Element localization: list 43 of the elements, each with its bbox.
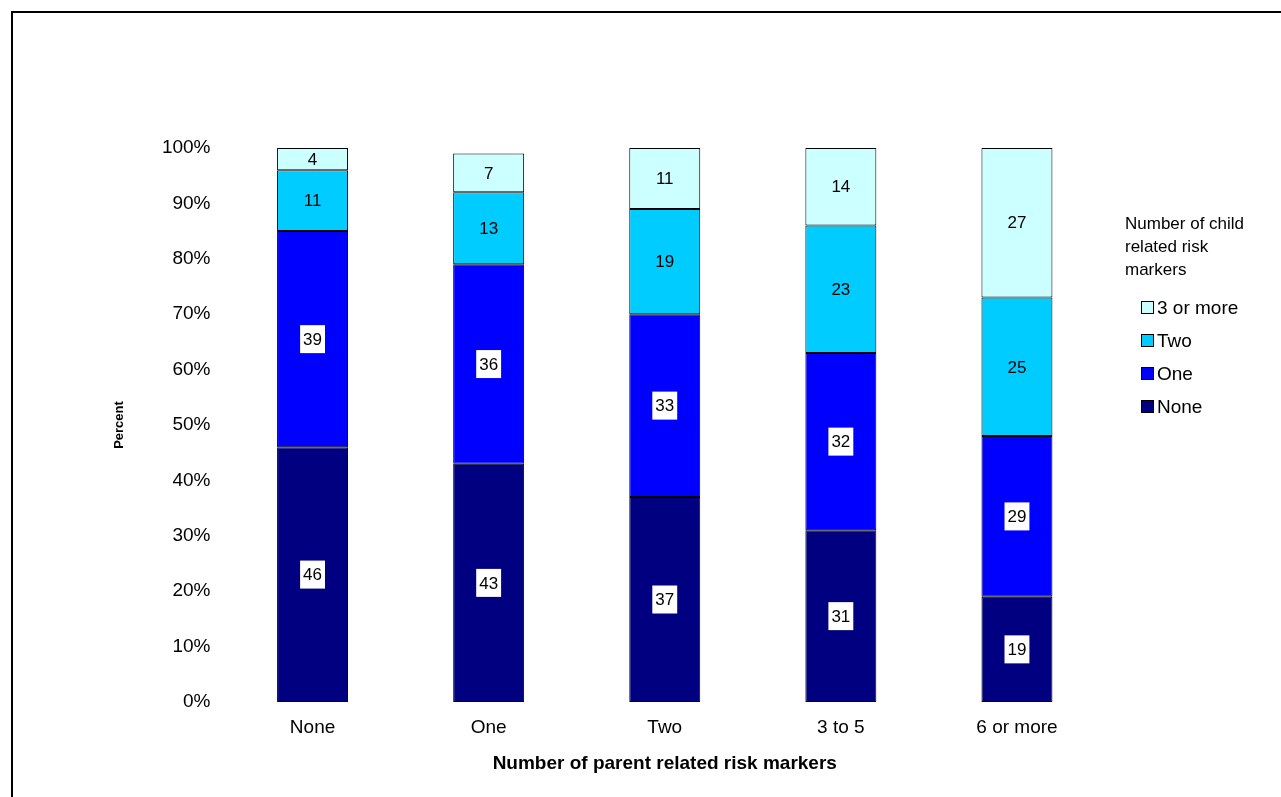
- data-label: 11: [303, 191, 322, 211]
- legend-label: Two: [1157, 329, 1192, 352]
- y-tick-label: 70%: [172, 302, 211, 324]
- data-label: 43: [479, 573, 499, 593]
- y-tick-label: 80%: [172, 247, 211, 269]
- y-tick-label: 30%: [172, 524, 211, 546]
- data-label: 25: [1007, 357, 1027, 377]
- y-tick-label: 100%: [161, 136, 211, 158]
- data-label: 31: [831, 606, 851, 626]
- y-tick-label: 20%: [172, 579, 211, 601]
- data-label: 37: [655, 590, 675, 610]
- data-label: 36: [479, 354, 499, 374]
- y-tick-label: 90%: [172, 191, 211, 213]
- y-tick-label: 10%: [172, 634, 211, 656]
- data-label: 46: [303, 565, 323, 585]
- data-label: 14: [831, 177, 851, 197]
- data-label: 32: [831, 432, 851, 452]
- data-label: 27: [1007, 213, 1027, 233]
- data-label: 39: [303, 329, 323, 349]
- legend-label: 3 or more: [1157, 296, 1239, 319]
- data-label: 19: [1007, 640, 1027, 660]
- data-label: 4: [307, 149, 318, 169]
- data-label: 11: [655, 169, 674, 189]
- y-tick-label: 60%: [172, 357, 211, 379]
- data-label: 7: [483, 163, 494, 183]
- y-tick-label: 50%: [172, 413, 211, 435]
- data-label: 33: [655, 396, 675, 416]
- x-tick-label: None: [289, 715, 336, 737]
- data-label: 23: [831, 279, 851, 299]
- x-tick-label: One: [470, 715, 507, 737]
- y-axis-title: Percent: [111, 400, 127, 449]
- data-label: 13: [479, 219, 499, 239]
- y-tick-label: 40%: [172, 468, 211, 490]
- x-tick-label: 6 or more: [976, 715, 1058, 737]
- data-label: 29: [1007, 507, 1027, 527]
- x-axis-title: Number of parent related risk markers: [492, 751, 837, 773]
- x-tick-label: Two: [647, 715, 683, 737]
- x-tick-label: 3 to 5: [817, 715, 865, 737]
- legend-label: None: [1157, 395, 1203, 418]
- y-tick-label: 0%: [183, 690, 211, 712]
- legend-label: One: [1157, 362, 1193, 385]
- legend-title: Number of child related risk markers: [1125, 213, 1246, 281]
- data-label: 19: [655, 252, 675, 272]
